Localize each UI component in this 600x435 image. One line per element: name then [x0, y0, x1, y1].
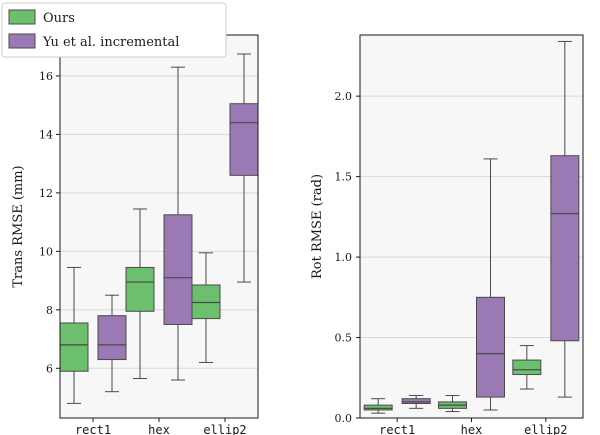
legend: Ours Yu et al. incremental	[1, 2, 227, 58]
rot-plot-area	[360, 35, 583, 418]
trans-box-yu-rect1	[97, 315, 127, 361]
rot-panel: 0.0 0.5 1.0 1.5 2.0 rect1 hex ellip2 Rot RMSE (r…	[310, 34, 584, 435]
rot-box-yu-rect1	[401, 398, 431, 405]
trans-plot-area	[60, 35, 258, 418]
rot-box-ours-ellip2	[512, 359, 542, 376]
trans-x-tick-label: hex	[148, 423, 170, 435]
legend-swatch-ours	[8, 9, 36, 25]
trans-y-tick-label: 8	[46, 304, 53, 317]
trans-panel: 6 8 10 12 14 16 rect1 hex ellip2 Trans RMSE (mm)	[11, 34, 259, 435]
rot-x-tick-label: ellip2	[524, 423, 567, 435]
trans-y-tick-label: 16	[39, 70, 53, 83]
rot-x-tick-label: rect1	[379, 423, 415, 435]
trans-y-tick-label: 10	[39, 245, 53, 258]
trans-y-tick-label: 14	[39, 128, 53, 141]
rot-x-tick-label: hex	[461, 423, 483, 435]
rot-y-tick-label: 1.5	[335, 171, 353, 184]
legend-label-ours: Ours	[43, 11, 75, 26]
legend-label-yu: Yu et al. incremental	[42, 35, 179, 50]
trans-x-tick-label: ellip2	[203, 423, 246, 435]
trans-y-tick-label: 6	[46, 362, 53, 375]
trans-y-axis-label: Trans RMSE (mm)	[11, 165, 26, 287]
legend-swatch-yu	[8, 33, 36, 49]
rot-box-ours-rect1	[363, 404, 393, 411]
trans-x-tick-label: rect1	[75, 423, 111, 435]
rot-axes-frame	[359, 34, 584, 419]
trans-box-ours-hex	[125, 266, 155, 312]
trans-box-yu-ellip2	[229, 103, 259, 176]
rot-y-tick-label: 0.5	[335, 332, 353, 345]
rot-box-yu-hex	[476, 296, 505, 398]
rot-y-tick-label: 0.0	[335, 412, 353, 425]
trans-box-ours-rect1	[59, 322, 89, 372]
rot-y-axis-label: Rot RMSE (rad)	[310, 174, 325, 279]
rot-y-tick-label: 2.0	[335, 90, 353, 103]
trans-y-tick-label: 12	[39, 187, 53, 200]
rot-box-yu-ellip2	[550, 155, 580, 342]
trans-box-yu-hex	[163, 214, 193, 325]
rot-y-tick-label: 1.0	[335, 251, 353, 264]
trans-box-ours-ellip2	[191, 284, 221, 320]
legend-frame	[1, 2, 227, 58]
